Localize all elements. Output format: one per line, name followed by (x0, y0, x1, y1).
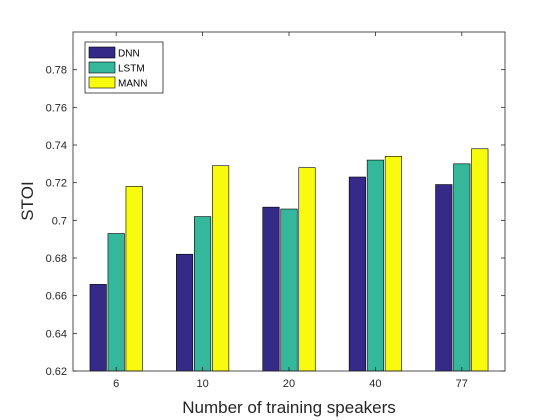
bar-mann-40 (384, 156, 402, 372)
legend-swatch-mann (88, 76, 116, 89)
x-tick-label: 40 (369, 378, 381, 390)
x-tick-label: 10 (196, 378, 208, 390)
bar-dnn-77 (435, 184, 453, 372)
y-tick-label: 0.62 (46, 366, 67, 378)
bar-lstm-77 (453, 163, 471, 372)
y-axis-title: STOI (18, 181, 37, 220)
y-tick-label: 0.7 (52, 215, 67, 227)
legend-swatch-lstm (88, 61, 116, 74)
y-tick-label: 0.66 (46, 291, 67, 303)
y-tick-label: 0.78 (46, 65, 67, 77)
bar-lstm-40 (366, 159, 384, 372)
x-axis-title: Number of training speakers (182, 398, 396, 417)
bar-lstm-6 (107, 233, 125, 372)
x-tick-label: 20 (283, 378, 295, 390)
bar-dnn-10 (176, 253, 194, 372)
bar-dnn-6 (89, 284, 107, 372)
y-tick-label: 0.68 (46, 253, 67, 265)
legend-label-mann: MANN (118, 79, 147, 90)
y-tick-label: 0.64 (46, 328, 67, 340)
legend-swatch-dnn (88, 46, 116, 59)
bar-lstm-20 (280, 208, 298, 372)
legend-label-lstm: LSTM (118, 64, 145, 75)
bar-mann-10 (212, 165, 230, 372)
bar-mann-77 (471, 148, 489, 372)
y-tick-label: 0.72 (46, 178, 67, 190)
bar-mann-20 (298, 167, 316, 372)
ticks-layer: 0.62 0.64 0.66 0.68 0.7 0.72 0.74 0.76 0.78 6 10 20… (46, 32, 505, 390)
y-tick-label: 0.74 (46, 140, 67, 152)
bar-mann-6 (125, 186, 143, 372)
x-tick-label: 6 (113, 378, 119, 390)
x-tick-label: 77 (456, 378, 468, 390)
bar-lstm-10 (194, 216, 212, 372)
legend: DNN LSTM MANN (84, 41, 164, 94)
bars-layer (89, 148, 489, 372)
bar-dnn-20 (262, 206, 280, 372)
y-tick-label: 0.76 (46, 102, 67, 114)
legend-label-dnn: DNN (118, 49, 140, 60)
bar-dnn-40 (348, 176, 366, 372)
